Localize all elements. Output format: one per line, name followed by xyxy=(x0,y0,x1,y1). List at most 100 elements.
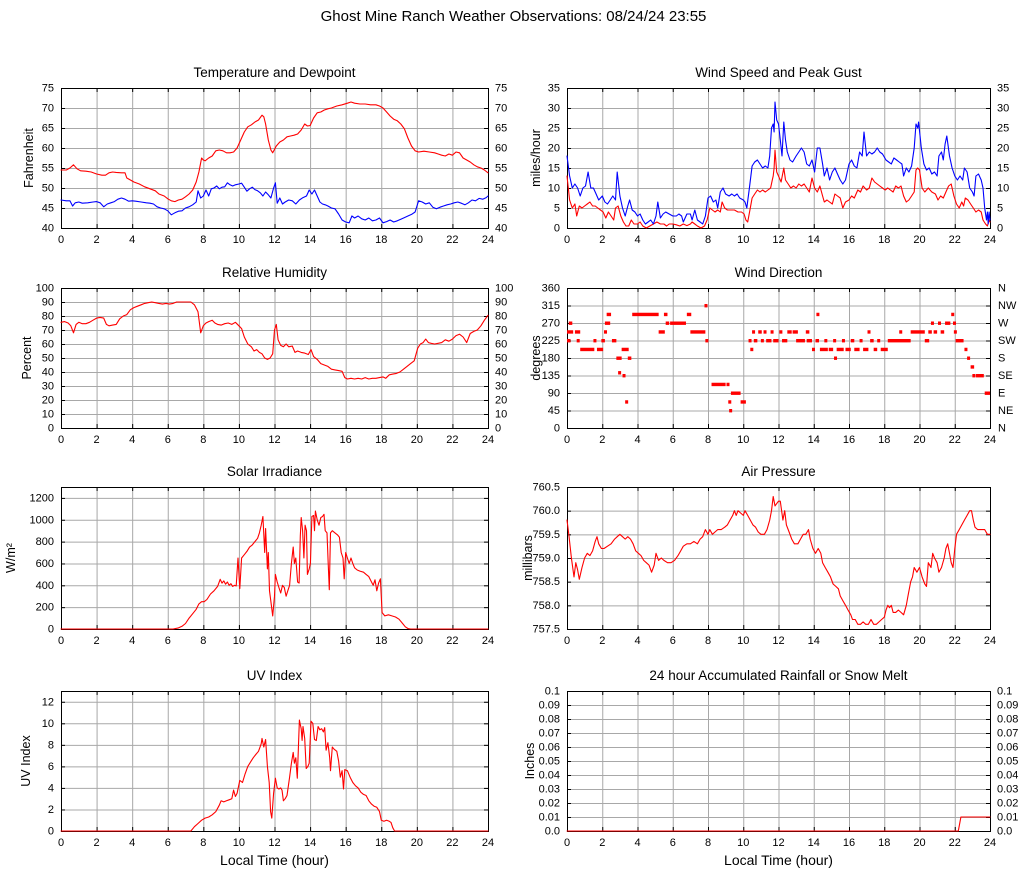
xtick-label: 10 xyxy=(233,635,245,647)
xtick-label: 22 xyxy=(949,837,961,849)
ytick-label: 30 xyxy=(548,103,560,115)
ytick-label: 0.02 xyxy=(539,798,560,810)
ytick-label-right: N xyxy=(998,283,1006,295)
xtick-label: 22 xyxy=(446,234,458,246)
xtick-label: 18 xyxy=(375,837,387,849)
xtick-label: 6 xyxy=(165,635,171,647)
ytick-label-right: W xyxy=(998,318,1009,330)
ytick-label-right: 0.03 xyxy=(997,784,1018,796)
tick-marks xyxy=(567,691,991,832)
x-axis-label: Local Time (hour) xyxy=(724,852,833,868)
ytick-label: 0.05 xyxy=(539,756,560,768)
xtick-label: 20 xyxy=(411,434,423,446)
xtick-label: 18 xyxy=(878,635,890,647)
xtick-label: 14 xyxy=(304,837,316,849)
direction-marker xyxy=(787,330,792,334)
xtick-label: 20 xyxy=(411,635,423,647)
ytick-label: 55 xyxy=(42,163,54,175)
direction-marker xyxy=(873,347,878,352)
ytick-label: 760.5 xyxy=(532,482,560,494)
xtick-label: 16 xyxy=(340,434,352,446)
ytick-label: 60 xyxy=(42,143,54,155)
grid xyxy=(61,288,488,428)
xtick-label: 12 xyxy=(268,234,280,246)
direction-marker xyxy=(618,371,622,375)
direction-marker xyxy=(910,330,925,334)
direction-marker xyxy=(863,347,869,352)
ytick-label-right: 40 xyxy=(495,223,507,235)
xtick-label: 10 xyxy=(737,837,749,849)
temperature-line xyxy=(60,101,489,203)
chart-title: Wind Speed and Peak Gust xyxy=(695,65,862,80)
ytick-label-right: 0.02 xyxy=(997,798,1018,810)
direction-marker xyxy=(834,356,838,360)
direction-marker xyxy=(711,382,726,387)
ytick-label-right: 50 xyxy=(495,183,507,195)
direction-marker xyxy=(779,330,783,334)
chart-title: Relative Humidity xyxy=(222,265,327,280)
xtick-label: 6 xyxy=(670,234,676,246)
xtick-label: 0 xyxy=(58,635,64,647)
ytick-label-right: 10 xyxy=(997,183,1009,195)
xtick-label: 2 xyxy=(94,234,100,246)
ytick-label: 20 xyxy=(548,143,560,155)
direction-marker xyxy=(670,321,686,325)
xtick-label: 20 xyxy=(411,837,423,849)
direction-marker xyxy=(611,339,617,343)
ytick-label-right: 0.0 xyxy=(997,826,1012,838)
xtick-label: 10 xyxy=(233,837,245,849)
ytick-label-right: 10 xyxy=(495,409,507,421)
xtick-label: 18 xyxy=(878,434,890,446)
ytick-label: 759.5 xyxy=(532,529,560,541)
direction-marker xyxy=(952,321,956,325)
xtick-label: 8 xyxy=(705,635,711,647)
y-axis-label: Fahrenheit xyxy=(22,128,36,188)
xtick-label: 8 xyxy=(200,635,206,647)
y-axis-label: Inches xyxy=(523,743,537,780)
ytick-label: 25 xyxy=(548,123,560,135)
ytick-label: 40 xyxy=(42,367,54,379)
xtick-label: 16 xyxy=(340,234,352,246)
xtick-label: 2 xyxy=(599,837,605,849)
ytick-label: 0 xyxy=(48,826,54,838)
direction-marker xyxy=(877,339,881,343)
xtick-label: 16 xyxy=(340,635,352,647)
y-axis-label: degrees xyxy=(529,335,543,380)
xtick-label: 10 xyxy=(737,234,749,246)
ytick-label: 180 xyxy=(542,353,560,365)
direction-marker xyxy=(938,321,942,325)
ytick-label: 760.0 xyxy=(532,505,560,517)
ytick-label: 0.1 xyxy=(545,686,560,698)
ytick-label-right: 30 xyxy=(997,103,1009,115)
xtick-label: 6 xyxy=(165,234,171,246)
xtick-label: 14 xyxy=(808,635,820,647)
direction-marker xyxy=(984,391,990,395)
ytick-label: 60 xyxy=(42,339,54,351)
xtick-label: 22 xyxy=(949,434,961,446)
xtick-label: 20 xyxy=(913,635,925,647)
xtick-label: 2 xyxy=(94,635,100,647)
xtick-label: 18 xyxy=(375,234,387,246)
ytick-label-right: 0.01 xyxy=(997,812,1018,824)
ytick-label-right: 65 xyxy=(495,123,507,135)
ytick-label-right: 0.05 xyxy=(997,756,1018,768)
xtick-label: 8 xyxy=(705,434,711,446)
direction-marker xyxy=(870,339,874,343)
xtick-label: 10 xyxy=(233,434,245,446)
xtick-label: 12 xyxy=(268,434,280,446)
grid xyxy=(61,88,488,228)
direction-marker xyxy=(729,409,733,413)
xtick-label: 4 xyxy=(129,635,135,647)
y-axis-label: UV Index xyxy=(19,735,33,787)
xtick-label: 16 xyxy=(843,234,855,246)
ytick-label-right: 60 xyxy=(495,143,507,155)
direction-marker xyxy=(975,374,984,378)
xtick-label: 12 xyxy=(772,635,784,647)
ytick-label-right: SE xyxy=(998,370,1013,382)
xtick-label: 8 xyxy=(200,234,206,246)
xtick-label: 6 xyxy=(165,434,171,446)
direction-marker xyxy=(845,347,851,352)
ytick-label: 1200 xyxy=(30,492,54,504)
xtick-label: 20 xyxy=(913,234,925,246)
